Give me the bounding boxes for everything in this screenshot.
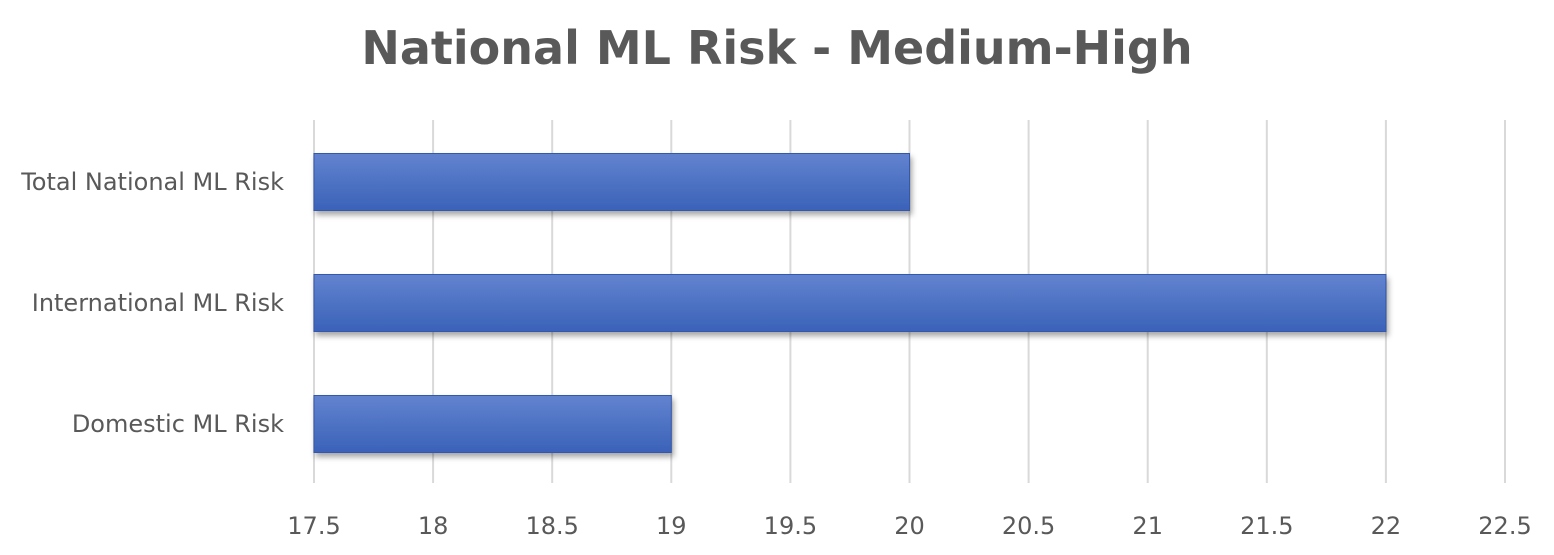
- x-tick-label: 21: [1132, 512, 1163, 540]
- x-tick-label: 22.5: [1478, 512, 1531, 540]
- x-tick-label: 17.5: [287, 512, 340, 540]
- x-axis-tick-labels: 17.5 18 18.5 19 19.5 20 20.5 21 21.5 22 22.5: [287, 512, 1531, 540]
- bars: [313, 153, 1387, 453]
- category-labels: Total National ML Risk International ML R…: [20, 168, 284, 438]
- x-tick-label: 19: [656, 512, 687, 540]
- category-label: Total National ML Risk: [20, 168, 284, 196]
- category-label: International ML Risk: [32, 289, 284, 317]
- bar: [313, 274, 1387, 332]
- x-tick-label: 20: [894, 512, 925, 540]
- bar: [313, 153, 910, 211]
- x-tick-label: 22: [1371, 512, 1402, 540]
- bar: [313, 395, 672, 453]
- x-tick-label: 19.5: [764, 512, 817, 540]
- x-tick-label: 18.5: [525, 512, 578, 540]
- x-tick-label: 20.5: [1002, 512, 1055, 540]
- x-tick-label: 18: [418, 512, 449, 540]
- chart-title: National ML Risk - Medium-High: [361, 21, 1192, 75]
- category-label: Domestic ML Risk: [72, 410, 284, 438]
- x-tick-label: 21.5: [1240, 512, 1293, 540]
